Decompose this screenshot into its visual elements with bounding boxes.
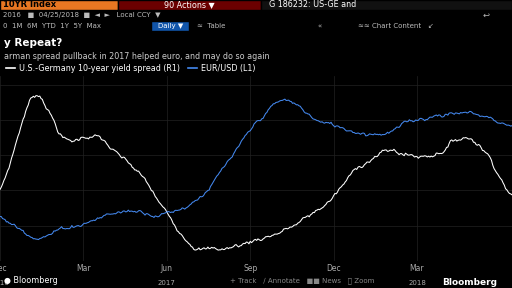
Text: ↩: ↩	[483, 11, 490, 20]
Text: 2017: 2017	[158, 280, 176, 285]
Text: Daily ▼: Daily ▼	[158, 23, 183, 29]
Text: Mar: Mar	[410, 264, 424, 273]
Text: 2016: 2016	[0, 280, 9, 285]
Text: 90 Actions ▼: 90 Actions ▼	[164, 0, 215, 10]
Text: ≈  Table: ≈ Table	[197, 23, 225, 29]
Text: + Track   ∕ Annotate   ■■ News   ⌕ Zoom: + Track ∕ Annotate ■■ News ⌕ Zoom	[230, 278, 375, 284]
Text: y Repeat?: y Repeat?	[4, 38, 62, 48]
Text: Sep: Sep	[243, 264, 258, 273]
FancyBboxPatch shape	[118, 0, 261, 10]
Text: ≈≈ Chart Content   ↙: ≈≈ Chart Content ↙	[358, 23, 434, 29]
Text: arman spread pullback in 2017 helped euro, and may do so again: arman spread pullback in 2017 helped eur…	[4, 52, 270, 61]
Text: G 186232: US-GE and: G 186232: US-GE and	[269, 0, 356, 10]
Text: 2018: 2018	[408, 280, 426, 285]
Text: Mar: Mar	[76, 264, 91, 273]
FancyBboxPatch shape	[0, 0, 118, 10]
Text: Dec: Dec	[326, 264, 341, 273]
Text: Bloomberg: Bloomberg	[442, 278, 497, 287]
Text: ● Bloomberg: ● Bloomberg	[4, 276, 58, 285]
Text: 10YR Index: 10YR Index	[3, 0, 56, 10]
Text: «: «	[317, 23, 322, 29]
Text: 0  1M  6M  YTD  1Y  5Y  Max: 0 1M 6M YTD 1Y 5Y Max	[3, 23, 100, 29]
Text: Jun: Jun	[161, 264, 173, 273]
Legend: U.S.-Germany 10-year yield spread (R1), EUR/USD (L1): U.S.-Germany 10-year yield spread (R1), …	[3, 61, 259, 76]
Text: Dec: Dec	[0, 264, 7, 273]
Text: 2016   ■  04/25/2018  ■  ◄  ►   Local CCY  ▼: 2016 ■ 04/25/2018 ■ ◄ ► Local CCY ▼	[3, 12, 160, 18]
FancyBboxPatch shape	[151, 21, 189, 31]
FancyBboxPatch shape	[261, 0, 512, 10]
